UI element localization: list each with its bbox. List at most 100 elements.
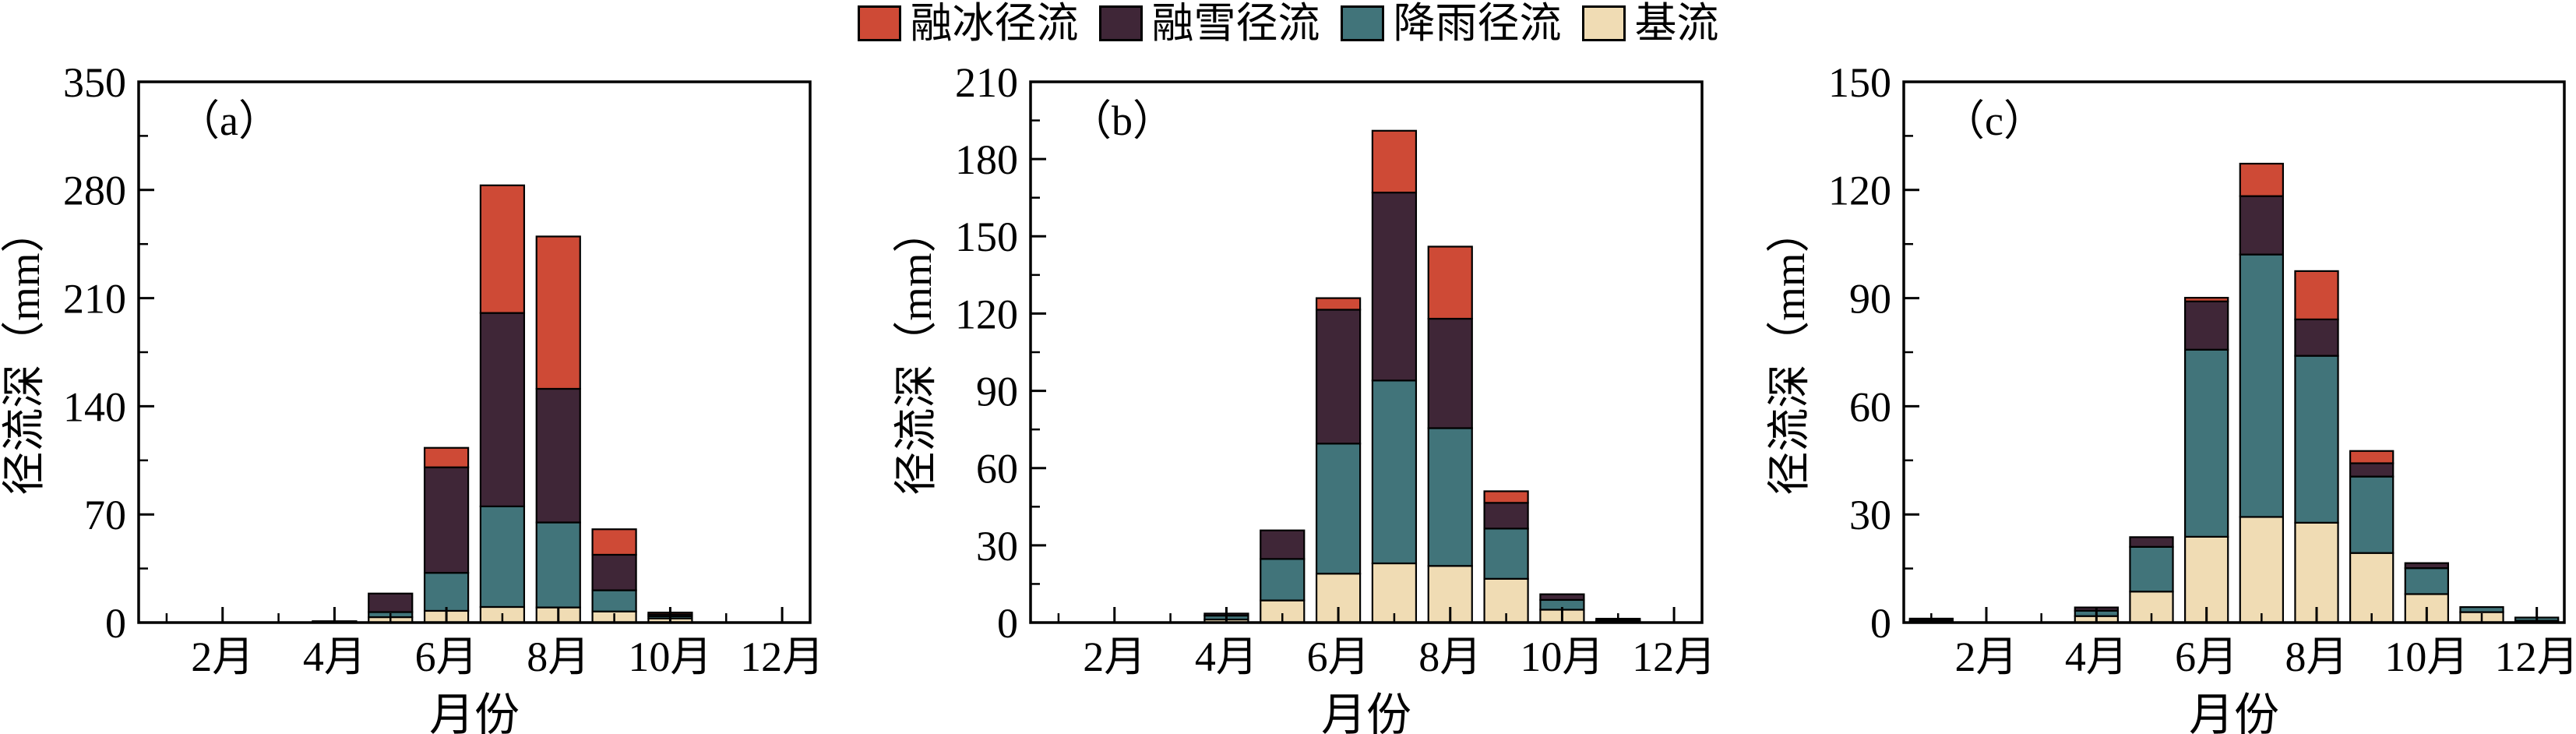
bar-segment-降雨径流 xyxy=(591,589,637,612)
bar-segment-降雨径流 xyxy=(479,505,526,609)
plot-box xyxy=(137,80,812,624)
y-tick-label: 140 xyxy=(63,383,126,430)
bar-segment-融雪径流 xyxy=(1483,502,1529,530)
charts-row: 0 70 140 210 280 350 2月 4月 6月 8月 10月 12月 （a） 径流深（mm） 月… xyxy=(0,45,2576,734)
x-tick-label: 2月 xyxy=(191,633,254,680)
chart-panel-c: 0 30 60 90 120 150 2月 4月 6月 8月 10月 12月 （c） 径流深（mm） 月份 xyxy=(1717,45,2576,734)
bar-segment-融冰径流 xyxy=(2239,162,2284,197)
legend-swatch-icon xyxy=(1340,5,1384,41)
bar-segment-降雨径流 xyxy=(1260,558,1306,602)
bar-segment-融冰径流 xyxy=(1427,245,1473,320)
legend-item-0: 融冰径流 xyxy=(857,0,1079,47)
stacked-bar-chart-c: 0 30 60 90 120 150 2月 4月 6月 8月 10月 12月 （c） 径流深（mm） 月份 xyxy=(1766,59,2576,734)
y-axis-title: 径流深（mm） xyxy=(1,209,49,495)
bar-segment-融雪径流 xyxy=(2129,536,2174,548)
panel-label: （a） xyxy=(178,97,280,144)
x-tick-label: 12月 xyxy=(1632,633,1716,680)
legend-label: 融雪径流 xyxy=(1151,0,1320,47)
legend-item-1: 融雪径流 xyxy=(1098,0,1320,47)
x-tick-label: 4月 xyxy=(2065,633,2128,680)
y-tick-label: 120 xyxy=(1828,168,1891,214)
bar-segment-融冰径流 xyxy=(1315,297,1362,311)
bar-segment-融雪径流 xyxy=(2404,562,2449,570)
x-tick-label: 10月 xyxy=(628,633,712,680)
bar-segment-降雨径流 xyxy=(2404,567,2449,595)
stacked-bar-chart-b: 0 30 60 90 120 150 180 210 2月 4月 6月 8月 10月 12月 （b） 径流深（… xyxy=(893,59,1716,734)
legend-item-2: 降雨径流 xyxy=(1340,0,1562,47)
y-tick-label: 180 xyxy=(955,136,1018,183)
y-tick-label: 150 xyxy=(1828,59,1891,106)
bar-segment-降雨径流 xyxy=(1371,379,1418,565)
y-tick-label: 70 xyxy=(84,492,126,538)
bar-segment-融雪径流 xyxy=(2184,300,2229,351)
bar-segment-融雪径流 xyxy=(1315,309,1362,445)
bar-segment-融冰径流 xyxy=(423,446,470,468)
panel-label: （b） xyxy=(1070,97,1175,144)
x-tick-label: 10月 xyxy=(1520,633,1604,680)
y-tick-label: 90 xyxy=(976,368,1018,415)
bar-segment-降雨径流 xyxy=(2129,545,2174,593)
bar-segment-融雪径流 xyxy=(2349,462,2395,478)
x-tick-label: 10月 xyxy=(2384,633,2469,680)
y-tick-label: 90 xyxy=(1849,276,1891,323)
legend-item-3: 基流 xyxy=(1581,0,1719,47)
bar-segment-降雨径流 xyxy=(2294,355,2339,524)
panel-label: （c） xyxy=(1943,97,2046,144)
bar-segment-融冰径流 xyxy=(2184,297,2229,302)
y-axis-title: 径流深（mm） xyxy=(1766,209,1814,495)
bar-segment-降雨径流 xyxy=(1315,443,1362,575)
bar-segment-降雨径流 xyxy=(2184,348,2229,538)
bar-segment-融冰径流 xyxy=(479,184,526,314)
plot-box xyxy=(1029,80,1704,624)
bar-segment-融冰径流 xyxy=(535,235,581,390)
bar-segment-融雪径流 xyxy=(591,553,637,591)
bar-segment-融雪径流 xyxy=(2239,195,2284,256)
y-tick-label: 30 xyxy=(976,523,1018,570)
x-axis-title: 月份 xyxy=(2189,690,2279,734)
x-tick-label: 6月 xyxy=(2175,633,2238,680)
legend-label: 降雨径流 xyxy=(1393,0,1562,47)
x-tick-label: 2月 xyxy=(1083,633,1146,680)
bar-segment-融雪径流 xyxy=(2294,318,2339,357)
y-tick-label: 350 xyxy=(63,59,126,106)
chart-legend: 融冰径流 融雪径流 降雨径流 基流 xyxy=(0,2,2576,45)
y-tick-label: 280 xyxy=(63,168,126,214)
y-tick-label: 30 xyxy=(1849,492,1891,538)
legend-swatch-icon xyxy=(1098,5,1143,41)
bar-segment-融雪径流 xyxy=(535,387,581,524)
bar-segment-降雨径流 xyxy=(2349,475,2395,554)
legend-label: 融冰径流 xyxy=(910,0,1079,47)
bar-segment-降雨径流 xyxy=(2239,253,2284,518)
bar-segment-融冰径流 xyxy=(591,528,637,556)
x-tick-label: 6月 xyxy=(415,633,478,680)
x-tick-label: 6月 xyxy=(1307,633,1370,680)
y-axis-title: 径流深（mm） xyxy=(893,209,941,495)
plot-box xyxy=(1902,80,2566,624)
y-tick-label: 210 xyxy=(955,59,1018,106)
y-tick-label: 210 xyxy=(63,276,126,323)
bar-segment-融冰径流 xyxy=(2294,270,2339,320)
bar-segment-降雨径流 xyxy=(1483,528,1529,580)
bar-segment-融冰径流 xyxy=(2349,450,2395,464)
y-tick-label: 60 xyxy=(1849,383,1891,430)
stacked-bar-chart-a: 0 70 140 210 280 350 2月 4月 6月 8月 10月 12月 （a） 径流深（mm） 月… xyxy=(1,59,824,734)
x-tick-label: 8月 xyxy=(527,633,590,680)
y-tick-label: 60 xyxy=(976,446,1018,492)
legend-swatch-icon xyxy=(857,5,901,41)
x-axis-title: 月份 xyxy=(1321,690,1411,734)
y-tick-label: 120 xyxy=(955,291,1018,337)
chart-panel-a: 0 70 140 210 280 350 2月 4月 6月 8月 10月 12月 （a） 径流深（mm） 月… xyxy=(0,45,858,734)
bar-segment-基流 xyxy=(2239,516,2284,624)
bar-segment-融雪径流 xyxy=(423,466,470,574)
x-tick-label: 4月 xyxy=(1195,633,1258,680)
x-tick-label: 4月 xyxy=(303,633,366,680)
bar-segment-融雪径流 xyxy=(1371,192,1418,382)
bar-segment-基流 xyxy=(1371,562,1418,624)
bar-segment-基流 xyxy=(2349,552,2395,624)
bar-segment-融雪径流 xyxy=(479,312,526,507)
y-tick-label: 0 xyxy=(997,600,1018,647)
legend-label: 基流 xyxy=(1634,0,1719,47)
x-tick-label: 8月 xyxy=(2285,633,2349,680)
bar-segment-融雪径流 xyxy=(1539,593,1585,602)
bar-segment-融冰径流 xyxy=(1483,490,1529,504)
